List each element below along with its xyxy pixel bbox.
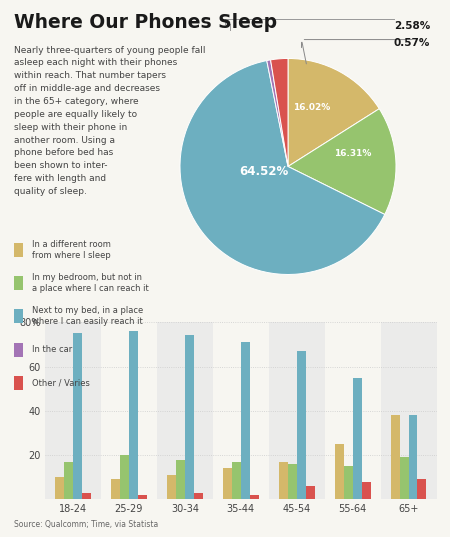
Bar [269,322,324,499]
Text: Next to my bed, in a place
where I can easily reach it: Next to my bed, in a place where I can e… [32,306,144,326]
Bar [185,336,194,499]
Bar [353,378,361,499]
Bar [138,495,147,499]
Bar [101,322,157,499]
Bar [157,322,213,499]
Bar [232,462,241,499]
Text: In the car: In the car [32,345,72,354]
Text: 2.58%: 2.58% [394,21,430,32]
Bar [400,458,409,499]
Bar [55,477,64,499]
Bar [418,480,427,499]
Bar [111,480,120,499]
Bar [391,415,400,499]
Bar [176,460,185,499]
Bar [279,462,288,499]
Text: In my bedroom, but not in
a place where I can reach it: In my bedroom, but not in a place where … [32,273,149,293]
Wedge shape [180,61,385,274]
Text: 0.57%: 0.57% [394,38,430,48]
Bar [335,444,344,499]
Bar [73,333,82,499]
Bar [344,466,353,499]
Bar [167,475,176,499]
Bar [297,351,306,499]
Bar [306,486,315,499]
Bar [241,342,250,499]
Bar [409,415,418,499]
Bar [120,455,129,499]
Bar [324,322,381,499]
Text: 64.52%: 64.52% [239,165,289,178]
Bar [361,482,370,499]
Text: Source: Qualcomm; Time, via Statista: Source: Qualcomm; Time, via Statista [14,520,158,529]
Bar [129,331,138,499]
Text: Nearly three-quarters of young people fall
asleep each night with their phones
w: Nearly three-quarters of young people fa… [14,46,205,196]
Wedge shape [270,59,288,166]
Text: 16.31%: 16.31% [334,149,372,158]
Wedge shape [288,108,396,214]
Text: Other / Varies: Other / Varies [32,379,90,387]
Bar [223,468,232,499]
Bar [45,322,101,499]
Bar [64,462,73,499]
Bar [213,322,269,499]
Bar [288,464,297,499]
Bar [250,495,259,499]
Bar [194,493,202,499]
Wedge shape [267,60,288,166]
Bar [381,322,436,499]
Bar [82,493,91,499]
Wedge shape [288,59,379,166]
Text: 16.02%: 16.02% [293,103,330,112]
Text: Where Our Phones Sleep: Where Our Phones Sleep [14,13,277,32]
Text: In a different room
from where I sleep: In a different room from where I sleep [32,240,111,260]
